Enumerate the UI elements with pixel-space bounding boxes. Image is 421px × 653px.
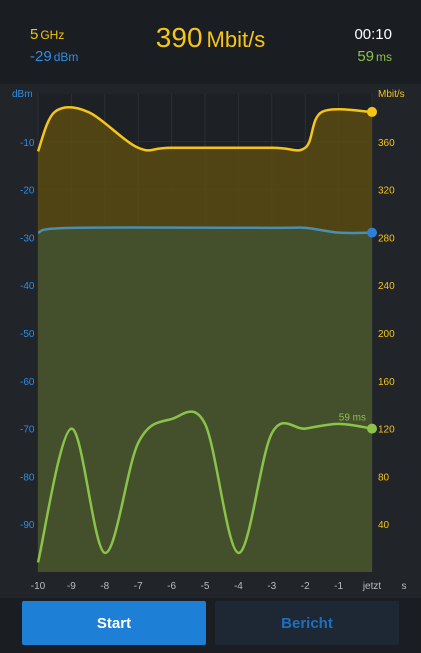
- right-tick-label: 160: [378, 377, 395, 388]
- right-tick-label: 320: [378, 186, 395, 197]
- x-tick-label: -1: [334, 581, 343, 592]
- right-tick-label: 120: [378, 425, 395, 436]
- stats-header: 5 GHz -29 dBm 390 Mbit/s 00:10 59 ms: [0, 0, 421, 80]
- frequency-unit: GHz: [40, 28, 65, 42]
- x-tick-label: jetzt: [362, 581, 382, 592]
- left-tick-label: -30: [20, 233, 35, 244]
- x-tick-label: -3: [267, 581, 276, 592]
- signal-area: [38, 227, 372, 572]
- latency-label: 59 ms: [339, 413, 366, 424]
- x-tick-label: -6: [167, 581, 176, 592]
- left-tick-label: -60: [20, 377, 35, 388]
- x-tick-label: -9: [67, 581, 76, 592]
- signal-value: -29: [30, 48, 52, 65]
- frequency-readout: 5 GHz: [30, 26, 64, 43]
- speed-chart: 59 ms dBm Mbit/s -10 -20 -30 -40 -50 -60 -70 -80 -9…: [0, 84, 421, 598]
- speed-chart-svg: 59 ms dBm Mbit/s -10 -20 -30 -40 -50 -60 -70 -80 -9…: [12, 89, 407, 592]
- right-tick-label: 360: [378, 138, 395, 149]
- right-tick-label: 200: [378, 329, 395, 340]
- left-tick-label: -10: [20, 138, 35, 149]
- left-tick-label: -90: [20, 520, 35, 531]
- report-button[interactable]: Bericht: [215, 601, 399, 645]
- x-tick-label: -10: [31, 581, 46, 592]
- right-tick-label: 80: [378, 472, 390, 483]
- latency-readout: 59 ms: [357, 48, 392, 65]
- left-tick-label: -20: [20, 186, 35, 197]
- start-button-label: Start: [96, 614, 132, 632]
- start-button[interactable]: Start: [22, 601, 206, 645]
- throughput-readout: 390 Mbit/s: [0, 22, 421, 54]
- x-tick-label: -5: [201, 581, 210, 592]
- x-tick-label: -4: [234, 581, 243, 592]
- left-axis-label: dBm: [12, 89, 33, 100]
- left-tick-label: -70: [20, 425, 35, 436]
- signal-marker: [367, 227, 377, 238]
- x-tick-label: -8: [100, 581, 109, 592]
- x-tick-label: -2: [301, 581, 310, 592]
- latency-marker: [367, 423, 377, 434]
- right-axis-label: Mbit/s: [378, 89, 405, 100]
- signal-unit: dBm: [53, 50, 79, 64]
- right-tick-label: 280: [378, 233, 395, 244]
- left-tick-label: -50: [20, 329, 35, 340]
- signal-readout: -29 dBm: [30, 48, 78, 65]
- throughput-line: [36, 105, 373, 152]
- throughput-marker: [367, 106, 377, 117]
- left-tick-label: -40: [20, 281, 35, 292]
- throughput-unit: Mbit/s: [206, 27, 266, 52]
- throughput-value: 390: [155, 22, 203, 53]
- frequency-value: 5: [30, 26, 39, 43]
- latency-unit: ms: [376, 50, 392, 64]
- latency-value: 59: [357, 48, 374, 65]
- signal-line: [37, 226, 373, 235]
- report-button-label: Bericht: [281, 614, 333, 632]
- x-tick-label: -7: [134, 581, 143, 592]
- elapsed-time: 00:10: [354, 26, 392, 43]
- right-tick-label: 240: [378, 281, 395, 292]
- right-tick-label: 40: [378, 520, 390, 531]
- x-axis-unit: s: [402, 581, 407, 592]
- left-tick-label: -80: [20, 472, 35, 483]
- latency-line: [36, 410, 373, 563]
